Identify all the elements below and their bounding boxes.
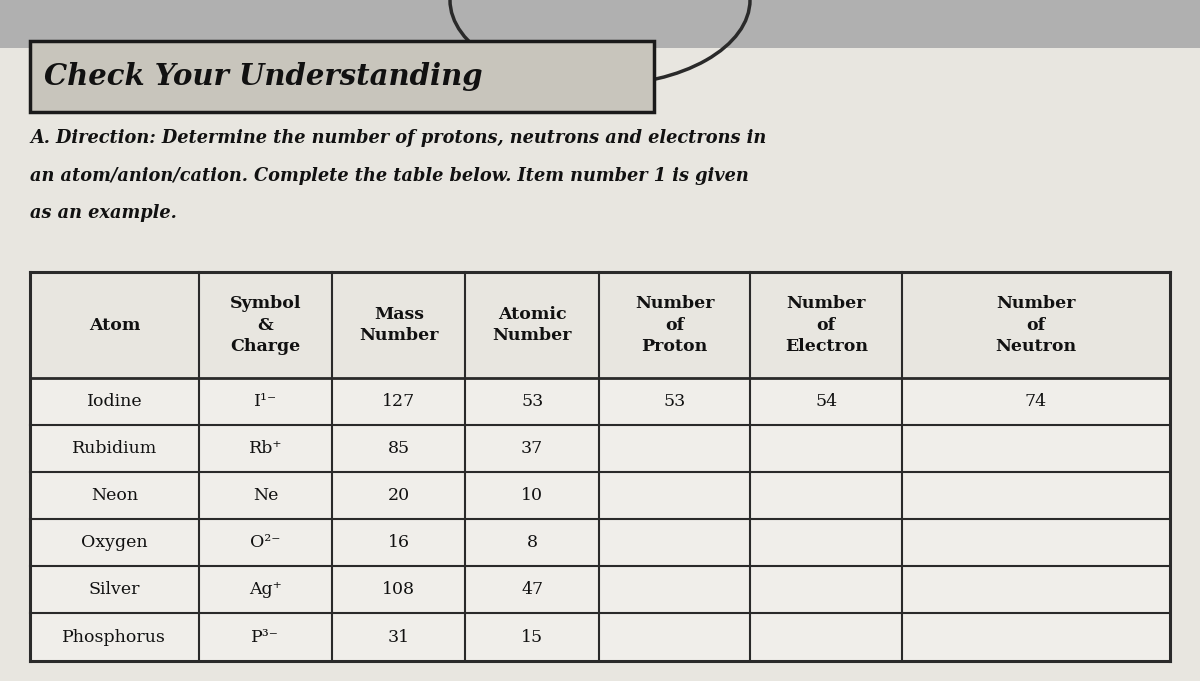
- Text: Rubidium: Rubidium: [72, 440, 157, 457]
- Text: O²⁻: O²⁻: [251, 535, 281, 552]
- Text: as an example.: as an example.: [30, 204, 176, 222]
- Text: 85: 85: [388, 440, 410, 457]
- Bar: [0, 0, 1200, 48]
- Text: Check Your Understanding: Check Your Understanding: [44, 62, 484, 91]
- Bar: [30, 41, 654, 112]
- Text: Number
of
Electron: Number of Electron: [785, 295, 868, 355]
- Text: Oxygen: Oxygen: [82, 535, 148, 552]
- Text: 108: 108: [383, 582, 415, 599]
- Text: 47: 47: [521, 582, 544, 599]
- Text: Mass
Number: Mass Number: [359, 306, 438, 345]
- Text: I¹⁻: I¹⁻: [254, 393, 277, 410]
- Text: 37: 37: [521, 440, 544, 457]
- Text: 53: 53: [521, 393, 544, 410]
- Text: A. Direction: Determine the number of protons, neutrons and electrons in: A. Direction: Determine the number of pr…: [30, 129, 767, 147]
- Text: 54: 54: [815, 393, 838, 410]
- Bar: [30, 272, 1170, 661]
- Text: 20: 20: [388, 487, 410, 504]
- Text: Ag⁺: Ag⁺: [250, 582, 282, 599]
- Text: 16: 16: [388, 535, 409, 552]
- Text: P³⁻: P³⁻: [252, 629, 280, 646]
- Text: Neon: Neon: [91, 487, 138, 504]
- Text: 8: 8: [527, 535, 538, 552]
- Text: 31: 31: [388, 629, 410, 646]
- Text: Number
of
Proton: Number of Proton: [635, 295, 714, 355]
- Text: Silver: Silver: [89, 582, 140, 599]
- Text: Atom: Atom: [89, 317, 140, 334]
- Text: Number
of
Neutron: Number of Neutron: [996, 295, 1076, 355]
- Text: Symbol
&
Charge: Symbol & Charge: [229, 295, 301, 355]
- Text: 127: 127: [382, 393, 415, 410]
- Text: Iodine: Iodine: [86, 393, 142, 410]
- Bar: [30, 272, 1170, 378]
- Text: Ne: Ne: [253, 487, 278, 504]
- Text: 15: 15: [521, 629, 544, 646]
- Text: 53: 53: [664, 393, 685, 410]
- Text: an atom/anion/cation. Complete the table below. Item number 1 is given: an atom/anion/cation. Complete the table…: [30, 167, 749, 185]
- Text: Phosphorus: Phosphorus: [62, 629, 167, 646]
- Text: 10: 10: [521, 487, 544, 504]
- Text: 74: 74: [1025, 393, 1048, 410]
- Text: Rb⁺: Rb⁺: [248, 440, 282, 457]
- Text: Atomic
Number: Atomic Number: [492, 306, 572, 345]
